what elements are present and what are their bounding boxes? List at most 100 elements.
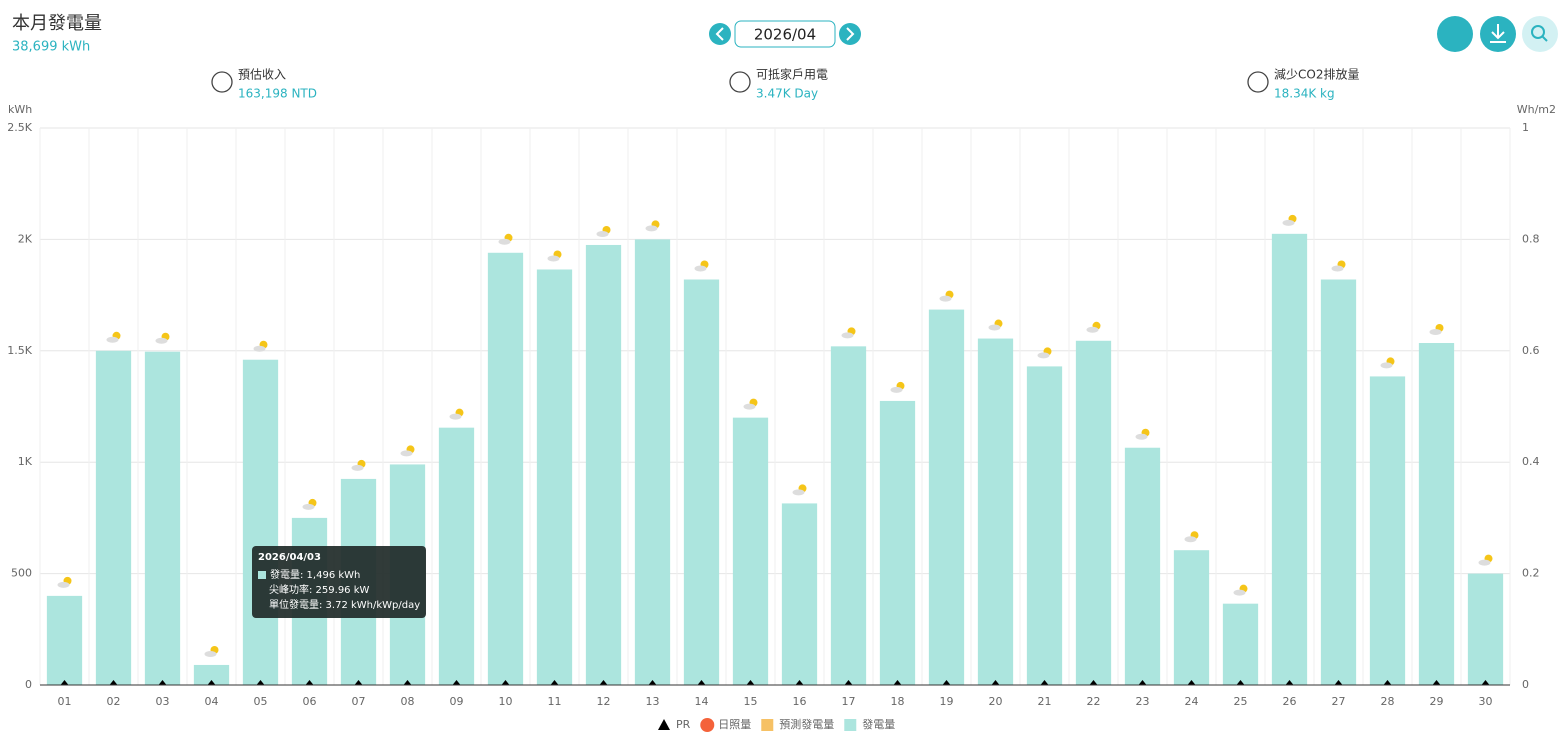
y-tick-label: 0 — [25, 678, 32, 691]
y2-tick-label: 0.8 — [1522, 232, 1540, 245]
tooltip-swatch — [258, 571, 266, 579]
pr-marker — [1383, 680, 1392, 685]
y2-tick-label: 1 — [1522, 121, 1529, 134]
next-month[interactable] — [839, 23, 861, 45]
legend-label: 日照量 — [718, 718, 751, 731]
stat-value: 163,198 NTD — [238, 87, 317, 101]
weather-cloud — [694, 265, 707, 272]
bar — [585, 244, 622, 685]
x-tick-label: 26 — [1283, 695, 1297, 708]
bar — [1271, 233, 1308, 685]
x-tick-label: 30 — [1479, 695, 1493, 708]
weather-cloud — [302, 503, 315, 510]
weather-cloud — [155, 337, 168, 344]
pr-marker — [893, 680, 902, 685]
y-tick-label: 1.5K — [7, 344, 32, 357]
weather-cloud — [1037, 352, 1050, 359]
weather-cloud — [1429, 329, 1442, 336]
bar — [1369, 376, 1406, 685]
pr-marker — [1089, 680, 1098, 685]
pr-marker — [1187, 680, 1196, 685]
pr-marker — [795, 680, 804, 685]
weather-cloud — [1380, 362, 1393, 369]
y-tick-label: 2K — [18, 232, 33, 245]
weather-cloud — [1331, 265, 1344, 272]
legend-marker — [700, 718, 715, 732]
bar — [928, 309, 965, 685]
bar — [193, 664, 230, 685]
x-tick-label: 04 — [205, 695, 219, 708]
bar — [1418, 343, 1455, 685]
bar — [781, 503, 818, 685]
x-tick-label: 02 — [107, 695, 121, 708]
bar — [487, 252, 524, 685]
bar — [830, 346, 867, 685]
x-tick-label: 28 — [1381, 695, 1395, 708]
bar — [683, 279, 720, 685]
bar — [1124, 447, 1161, 685]
pr-marker — [256, 680, 265, 685]
weather-cloud — [939, 295, 952, 302]
bar — [977, 338, 1014, 685]
weather-cloud — [547, 255, 560, 262]
bar — [634, 239, 671, 685]
x-tick-label: 29 — [1430, 695, 1444, 708]
page-title: 本月發電量 — [12, 13, 102, 34]
weather-cloud — [400, 450, 413, 457]
pr-marker — [207, 680, 216, 685]
month: 2026/04 — [754, 26, 816, 44]
stat-label: 減少CO2排放量 — [1274, 67, 1359, 82]
x-tick-label: 27 — [1332, 695, 1346, 708]
bar — [242, 359, 279, 685]
pr-marker — [403, 680, 412, 685]
prev-month[interactable] — [709, 23, 731, 45]
weather-cloud — [1135, 433, 1148, 440]
month-input[interactable] — [734, 20, 836, 48]
bar — [1075, 340, 1112, 685]
pr-marker — [305, 680, 314, 685]
pr-marker — [697, 680, 706, 685]
weather-cloud — [1184, 536, 1197, 543]
tooltip — [252, 546, 426, 618]
bar — [95, 350, 132, 685]
pr-marker — [648, 680, 657, 685]
legend-label: PR — [676, 718, 691, 731]
x-tick-label: 13 — [646, 695, 660, 708]
bar — [1173, 550, 1210, 685]
stat-icon — [1247, 71, 1269, 93]
tooltip-title: 2026/04/03 — [258, 552, 321, 563]
x-tick-label: 20 — [989, 695, 1003, 708]
x-tick-label: 19 — [940, 695, 954, 708]
weather-cloud — [792, 489, 805, 496]
weather-cloud — [1233, 589, 1246, 596]
y2-tick-label: 0 — [1522, 678, 1529, 691]
pr-marker — [1481, 680, 1490, 685]
weather-cloud — [1086, 326, 1099, 333]
weather-button[interactable] — [1437, 16, 1473, 52]
stat-label: 預估收入 — [238, 68, 286, 82]
pr-marker — [354, 680, 363, 685]
x-tick-label: 03 — [156, 695, 170, 708]
total: 38,699 kWh — [12, 40, 90, 55]
weather-cloud — [106, 336, 119, 343]
zoom-button[interactable] — [1522, 16, 1558, 52]
stat-value: 3.47K Day — [756, 87, 818, 101]
x-tick-label: 17 — [842, 695, 856, 708]
weather-cloud — [841, 332, 854, 339]
x-tick-label: 24 — [1185, 695, 1199, 708]
x-tick-label: 21 — [1038, 695, 1052, 708]
x-tick-label: 16 — [793, 695, 807, 708]
weather-cloud — [890, 386, 903, 393]
weather-cloud — [351, 464, 364, 471]
bar — [438, 427, 475, 685]
pr-marker — [1432, 680, 1441, 685]
y2-axis-label: Wh/m2 — [1517, 103, 1556, 116]
pr-marker — [1236, 680, 1245, 685]
legend-marker — [844, 719, 857, 731]
bar — [536, 269, 573, 685]
y2-tick-label: 0.6 — [1522, 344, 1540, 357]
bar — [46, 595, 83, 685]
pr-marker — [844, 680, 853, 685]
bar — [144, 351, 181, 685]
